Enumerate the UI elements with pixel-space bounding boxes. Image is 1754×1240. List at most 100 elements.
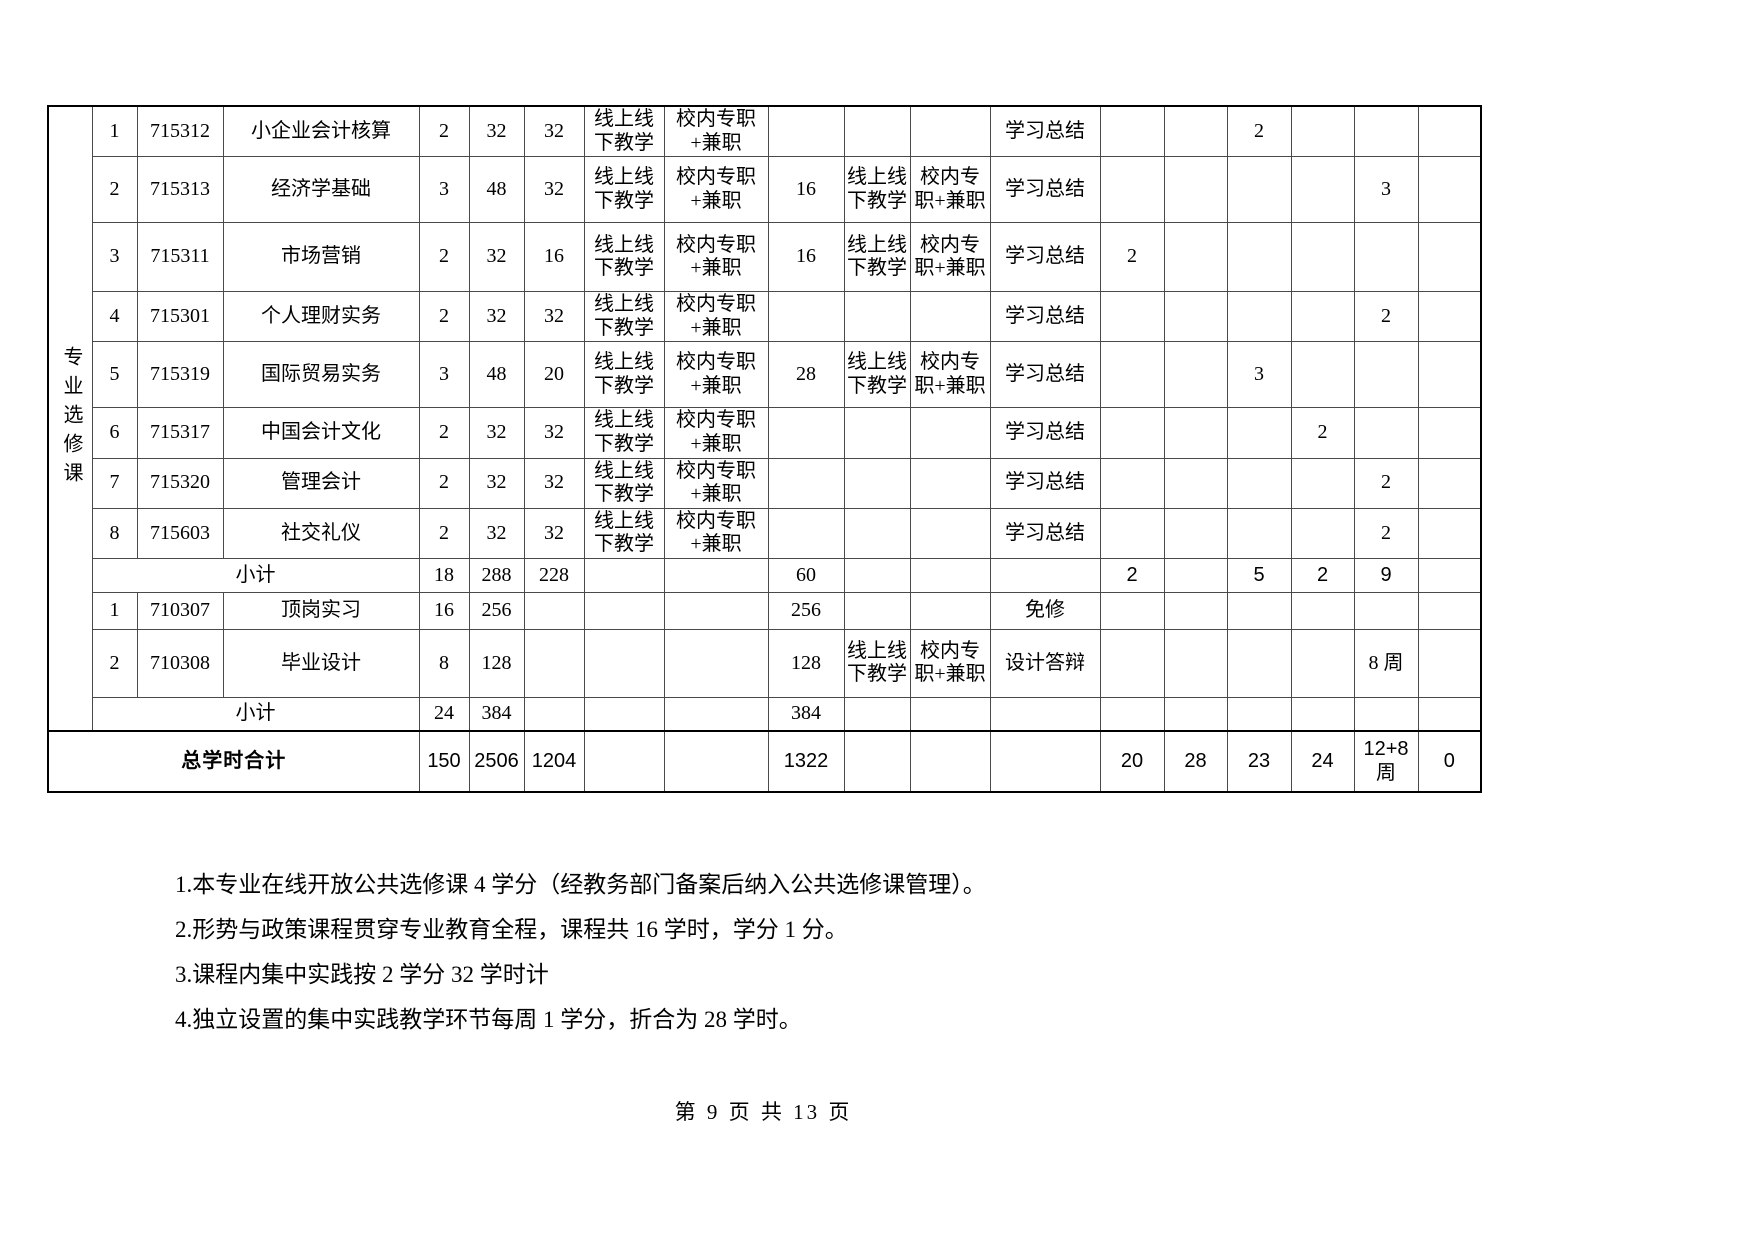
cell-assessment: 学习总结 <box>989 156 1101 224</box>
cell-course-code: 715317 <box>136 407 224 459</box>
cell-credits: 2 <box>418 457 470 509</box>
cell-theory-hours: 32 <box>523 507 585 559</box>
cell-teacher-type <box>663 628 769 698</box>
cell-course-code: 715319 <box>136 341 224 409</box>
cell-teach-method-2: 线上线下教学 <box>843 341 911 409</box>
cell-course-name: 社交礼仪 <box>222 507 420 559</box>
cell-sem-4 <box>1290 156 1355 224</box>
cell-sem-2 <box>1163 557 1228 593</box>
cell-sem-6 <box>1417 407 1482 459</box>
cell-sem-2 <box>1163 696 1228 732</box>
cell-teach-method-2: 线上线下教学 <box>843 628 911 698</box>
cell-sem-1 <box>1099 507 1165 559</box>
cell-sem-6 <box>1417 105 1482 158</box>
cell-teach-method <box>583 557 665 593</box>
cell-sem-2 <box>1163 222 1228 293</box>
cell-theory-hours: 228 <box>523 557 585 593</box>
cell-sem-3: 5 <box>1226 557 1292 593</box>
cell-assessment: 学习总结 <box>989 105 1101 158</box>
cell-sem-4 <box>1290 291 1355 343</box>
cell-sem-3 <box>1226 291 1292 343</box>
cell-teach-method-2 <box>843 291 911 343</box>
cell-credits: 2 <box>418 291 470 343</box>
cell-sem-3 <box>1226 628 1292 698</box>
cell-sem-5: 2 <box>1353 291 1419 343</box>
cell-teach-method-2 <box>843 591 911 630</box>
cell-sem-4 <box>1290 105 1355 158</box>
cell-sem-5 <box>1353 696 1419 732</box>
cell-row-number: 4 <box>91 291 138 343</box>
cell-theory-hours: 32 <box>523 156 585 224</box>
cell-sem-1 <box>1099 105 1165 158</box>
cell-teach-method <box>583 730 665 793</box>
cell-sem-5 <box>1353 222 1419 293</box>
cell-sem-5 <box>1353 407 1419 459</box>
cell-credits: 24 <box>418 696 470 732</box>
cell-total-hours: 48 <box>468 156 525 224</box>
cell-practice-hours: 1322 <box>767 730 845 793</box>
cell-total-hours: 256 <box>468 591 525 630</box>
cell-teach-method: 线上线下教学 <box>583 156 665 224</box>
cell-assessment: 学习总结 <box>989 407 1101 459</box>
cell-teacher-type-2: 校内专职+兼职 <box>909 341 991 409</box>
cell-theory-hours <box>523 628 585 698</box>
cell-sem-1 <box>1099 407 1165 459</box>
cell-sem-3 <box>1226 457 1292 509</box>
cell-theory-hours: 1204 <box>523 730 585 793</box>
cell-teacher-type-2 <box>909 557 991 593</box>
cell-teacher-type-2: 校内专职+兼职 <box>909 222 991 293</box>
cell-assessment: 学习总结 <box>989 291 1101 343</box>
cell-assessment <box>989 557 1101 593</box>
cell-sem-6 <box>1417 557 1482 593</box>
cell-sem-2 <box>1163 407 1228 459</box>
cell-teach-method-2 <box>843 407 911 459</box>
cell-row-number: 1 <box>91 105 138 158</box>
cell-sem-3 <box>1226 156 1292 224</box>
cell-course-name: 国际贸易实务 <box>222 341 420 409</box>
cell-assessment <box>989 730 1101 793</box>
cell-sem-2 <box>1163 291 1228 343</box>
cell-sem-5: 9 <box>1353 557 1419 593</box>
cell-credits: 8 <box>418 628 470 698</box>
cell-teacher-type <box>663 557 769 593</box>
table-row: 6 715317 中国会计文化 2 32 32 线上线下教学 校内专职+兼职 学习总结 2 <box>48 407 1482 459</box>
cell-theory-hours: 32 <box>523 291 585 343</box>
cell-category-label: 专业选修课 <box>47 105 93 732</box>
cell-sem-4 <box>1290 222 1355 293</box>
cell-course-code: 715311 <box>136 222 224 293</box>
cell-teacher-type-2 <box>909 291 991 343</box>
cell-row-number: 2 <box>91 156 138 224</box>
cell-teach-method: 线上线下教学 <box>583 407 665 459</box>
cell-sem-3 <box>1226 696 1292 732</box>
cell-total-hours: 128 <box>468 628 525 698</box>
cell-practice-hours: 256 <box>767 591 845 630</box>
cell-sem-5 <box>1353 105 1419 158</box>
cell-row-number: 8 <box>91 507 138 559</box>
curriculum-table: 专业选修课 1 715312 小企业会计核算 2 32 32 线上线下教学 校内专职+兼职 学习总… <box>47 105 1482 794</box>
cell-course-code: 715301 <box>136 291 224 343</box>
cell-sem-5: 3 <box>1353 156 1419 224</box>
note-line: 3.课程内集中实践按 2 学分 32 学时计 <box>175 962 549 987</box>
cell-teach-method <box>583 628 665 698</box>
note-line: 2.形势与政策课程贯穿专业教育全程，课程共 16 学时，学分 1 分。 <box>175 917 848 942</box>
cell-credits: 2 <box>418 407 470 459</box>
cell-course-name: 市场营销 <box>222 222 420 293</box>
cell-teach-method-2 <box>843 557 911 593</box>
cell-sem-1 <box>1099 696 1165 732</box>
table-row: 2 710308 毕业设计 8 128 128 线上线下教学 校内专职+兼职 设计答辩 8 周 <box>48 628 1482 698</box>
cell-credits: 2 <box>418 507 470 559</box>
cell-sem-5: 2 <box>1353 507 1419 559</box>
cell-practice-hours: 28 <box>767 341 845 409</box>
cell-sem-3 <box>1226 507 1292 559</box>
cell-course-name: 个人理财实务 <box>222 291 420 343</box>
cell-sem-4 <box>1290 696 1355 732</box>
cell-teach-method-2 <box>843 696 911 732</box>
cell-teach-method: 线上线下教学 <box>583 507 665 559</box>
cell-total-hours: 32 <box>468 407 525 459</box>
cell-sem-3: 2 <box>1226 105 1292 158</box>
cell-teacher-type-2 <box>909 730 991 793</box>
cell-sem-2 <box>1163 341 1228 409</box>
cell-total-hours: 384 <box>468 696 525 732</box>
cell-teacher-type-2: 校内专职+兼职 <box>909 156 991 224</box>
notes-list: 1.本专业在线开放公共选修课 4 学分（经教务部门备案后纳入公共选修课管理）。 … <box>175 872 986 1052</box>
